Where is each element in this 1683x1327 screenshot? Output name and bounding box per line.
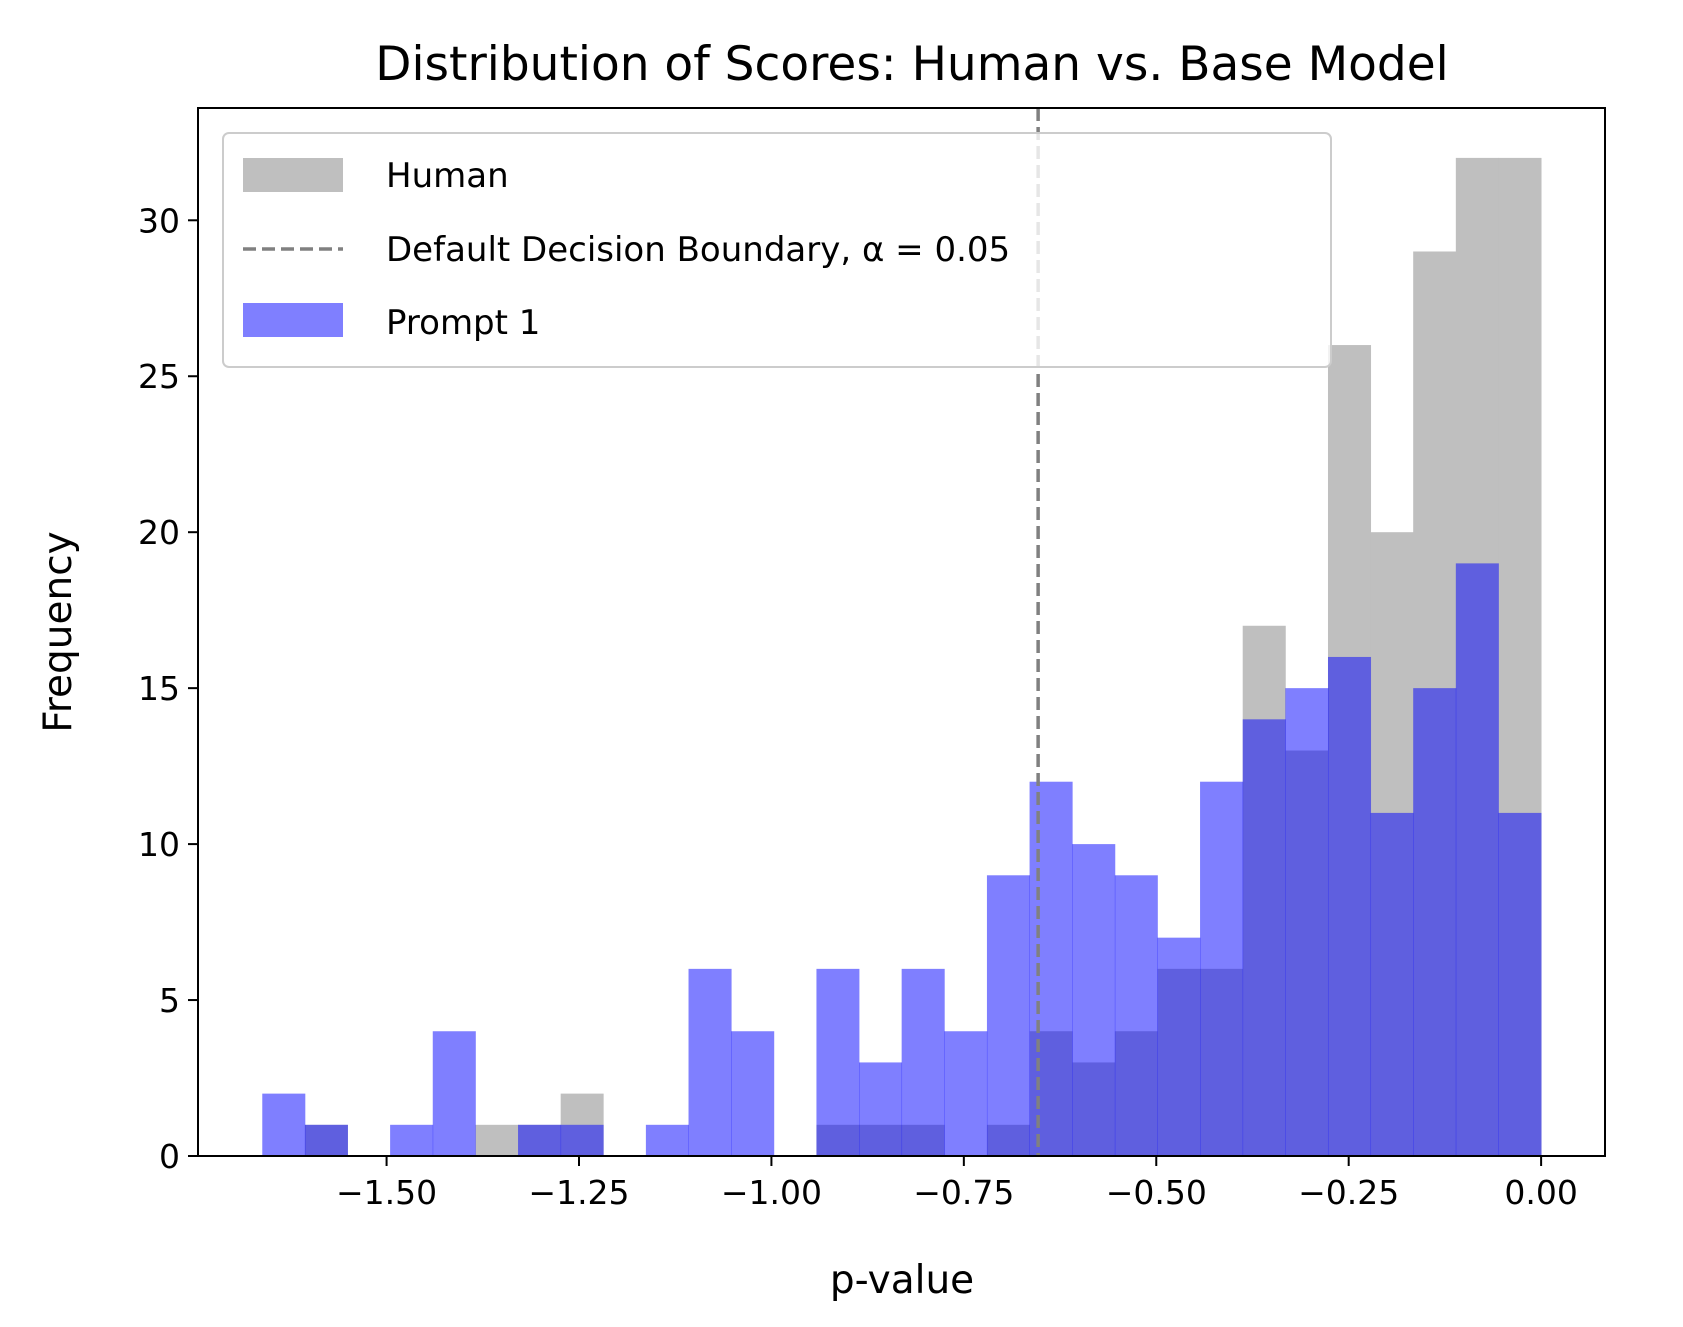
x-tick-label: −1.25	[528, 1173, 629, 1212]
y-tick-label: 15	[138, 669, 180, 708]
prompt-1-bar	[901, 968, 945, 1156]
prompt-1-bar	[390, 1124, 434, 1156]
x-tick-label: −1.00	[721, 1173, 822, 1212]
prompt-1-bar	[986, 875, 1030, 1156]
prompt-1-bar	[1327, 656, 1372, 1156]
prompt-1-bar	[1498, 812, 1542, 1156]
plot-frame	[197, 107, 1606, 1157]
prompt-1-bars	[262, 563, 1542, 1156]
prompt-1-bar	[1072, 844, 1116, 1156]
prompt-1-bar	[1413, 688, 1457, 1156]
legend-swatch-human	[243, 158, 343, 192]
x-axis-ticks: −1.50 −1.25 −1.00 −0.75 −0.50 −0.25 0.00	[336, 1156, 1578, 1212]
prompt-1-bar	[944, 1031, 988, 1156]
y-axis-label: Frequency	[36, 531, 81, 732]
prompt-1-bar	[432, 1031, 476, 1156]
prompt-1-bar	[645, 1124, 689, 1156]
y-tick-label: 10	[138, 825, 180, 864]
prompt-1-bar	[1285, 688, 1329, 1156]
prompt-1-bar	[304, 1124, 348, 1156]
legend-box	[222, 132, 1332, 368]
prompt-1-bar	[816, 968, 860, 1156]
prompt-1-bar	[859, 1062, 903, 1156]
legend-swatch-prompt-1	[243, 303, 343, 337]
prompt-1-bar	[518, 1124, 562, 1156]
prompt-1-bar	[1242, 719, 1286, 1156]
prompt-1-bar	[1114, 875, 1158, 1156]
y-tick-label: 5	[159, 981, 180, 1020]
chart-title: Distribution of Scores: Human vs. Base M…	[375, 37, 1448, 92]
x-tick-label: −0.75	[913, 1173, 1014, 1212]
prompt-1-bar	[1455, 563, 1499, 1156]
prompt-1-bar	[560, 1124, 604, 1156]
prompt-1-bar	[1370, 812, 1414, 1156]
x-tick-label: 0.00	[1504, 1173, 1577, 1212]
y-tick-label: 30	[138, 201, 180, 240]
prompt-1-bar	[262, 1093, 306, 1156]
y-tick-label: 0	[159, 1137, 180, 1176]
x-axis-label: p-value	[830, 1258, 974, 1303]
x-tick-label: −0.25	[1298, 1173, 1399, 1212]
x-tick-label: −1.50	[336, 1173, 437, 1212]
legend: Human Default Decision Boundary, α = 0.0…	[222, 132, 1332, 368]
prompt-1-bar	[731, 1031, 775, 1156]
prompt-1-bar	[1157, 937, 1201, 1156]
y-tick-label: 25	[138, 357, 180, 396]
y-tick-label: 20	[138, 513, 180, 552]
legend-label-boundary: Default Decision Boundary, α = 0.05	[386, 230, 1010, 270]
y-axis-ticks: 0 5 10 15 20 25 30	[138, 201, 198, 1176]
prompt-1-bar	[688, 968, 732, 1156]
x-tick-label: −0.50	[1106, 1173, 1207, 1212]
human-bar	[475, 1124, 519, 1156]
prompt-1-bar	[1200, 781, 1244, 1156]
legend-label-prompt-1: Prompt 1	[386, 303, 540, 343]
prompt-1-bar	[1029, 781, 1073, 1156]
legend-label-human: Human	[386, 156, 509, 196]
